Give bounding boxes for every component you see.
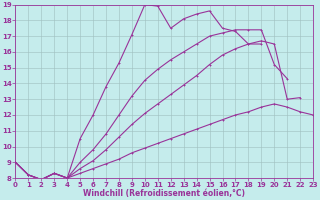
X-axis label: Windchill (Refroidissement éolien,°C): Windchill (Refroidissement éolien,°C) bbox=[83, 189, 245, 198]
